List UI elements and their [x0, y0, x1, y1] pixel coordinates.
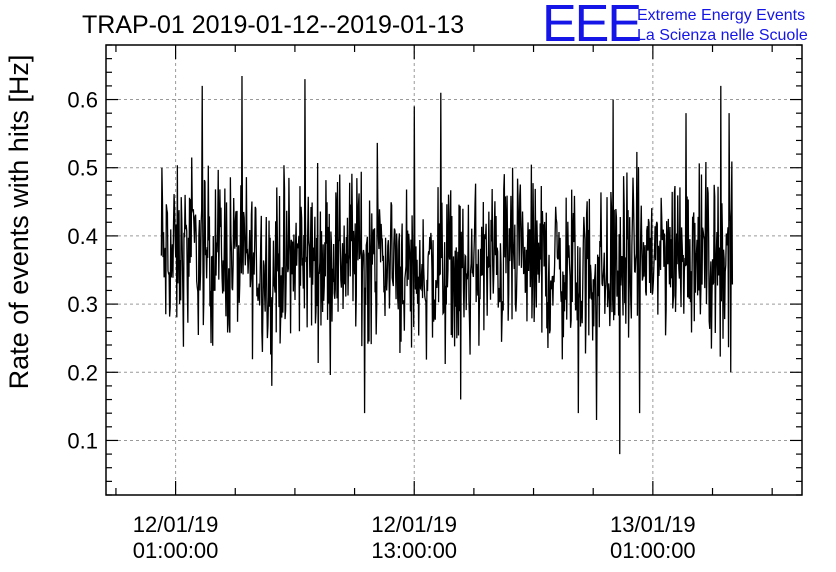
chart-title: TRAP-01 2019-01-12--2019-01-13	[82, 11, 464, 39]
x-tick-date: 13/01/19	[610, 512, 696, 537]
x-tick-time: 13:00:00	[371, 538, 457, 563]
y-tick-label: 0.5	[67, 156, 98, 181]
rate-series-line	[160, 76, 734, 455]
x-tick-date: 12/01/19	[371, 512, 457, 537]
tick-labels: 0.10.20.30.40.50.612/01/1901:00:0012/01/…	[67, 88, 695, 563]
eee-logo: EEE Extreme Energy Events La Scienza nel…	[542, 0, 808, 53]
grid-lines	[106, 45, 802, 495]
logo-line-1: Extreme Energy Events	[637, 7, 805, 24]
y-tick-label: 0.6	[67, 88, 98, 113]
axes	[105, 44, 803, 496]
plot-frame	[105, 44, 803, 496]
y-tick-label: 0.2	[67, 360, 98, 385]
y-tick-label: 0.3	[67, 292, 98, 317]
x-tick-time: 01:00:00	[133, 538, 219, 563]
x-tick-time: 01:00:00	[610, 538, 696, 563]
logo-mark: EEE	[542, 0, 640, 53]
y-axis-label: Rate of events with hits [Hz]	[4, 55, 34, 390]
logo-line-2: La Scienza nelle Scuole	[637, 27, 808, 44]
y-tick-label: 0.4	[67, 224, 98, 249]
y-tick-label: 0.1	[67, 428, 98, 453]
series-layer	[160, 76, 734, 455]
x-tick-date: 12/01/19	[133, 512, 219, 537]
